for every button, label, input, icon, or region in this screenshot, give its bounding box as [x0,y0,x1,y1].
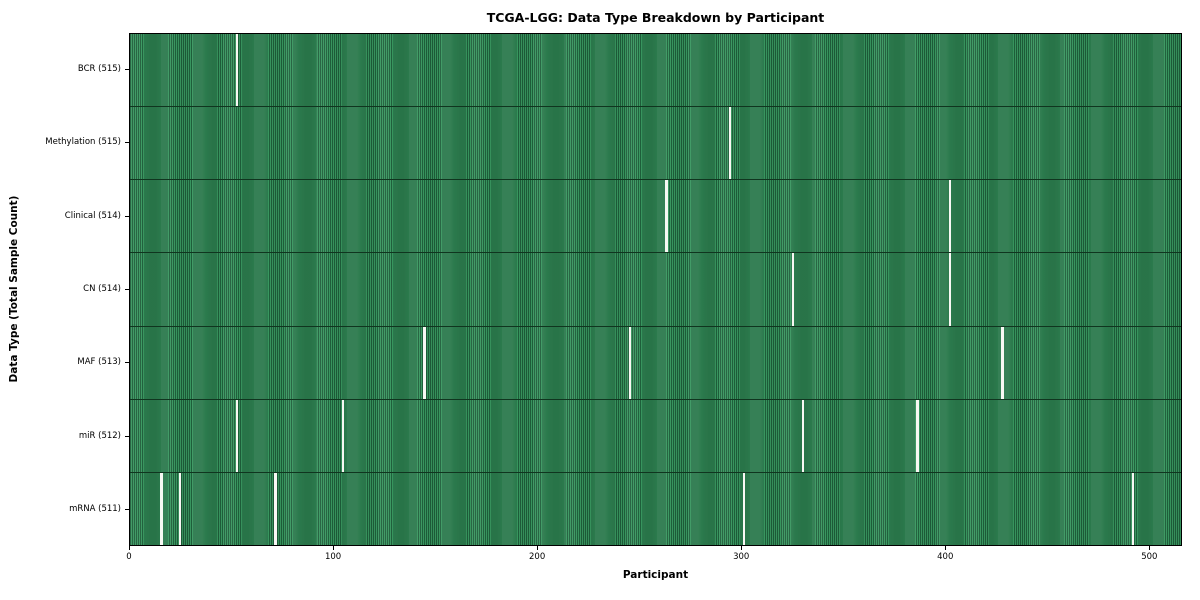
absent-marker [665,180,668,253]
absent-marker [160,472,163,545]
x-tick-label: 500 [1141,552,1158,562]
y-tick-mark [125,215,129,217]
absent-marker [628,326,632,399]
heatmap-row-mir [130,399,1181,473]
heatmap-row-maf [130,326,1181,400]
heatmap-rows-container [130,34,1181,545]
x-tick-mark [128,546,130,550]
absent-marker [728,107,732,180]
x-axis-label: Participant [622,569,689,581]
y-tick-mark [125,508,129,510]
heatmap-row-cn [130,253,1181,327]
absent-marker [1001,326,1005,399]
absent-marker [274,472,277,545]
absent-marker [341,399,345,472]
y-tick-label-mir: miR (512) [78,430,121,441]
y-tick-label-mrna: mRNA (511) [69,503,121,514]
heatmap-row-bcr [130,34,1181,108]
absent-marker [235,399,239,472]
heatmap-row-methylation [130,107,1181,181]
x-tick-mark [332,546,334,550]
x-tick-mark [944,546,946,550]
absent-marker [791,253,795,326]
chart-title: TCGA-LGG: Data Type Breakdown by Partici… [486,10,825,25]
heatmap-row-mrna [130,472,1181,545]
x-tick-mark [740,546,742,550]
y-tick-mark [125,435,129,437]
absent-marker [801,399,805,472]
x-tick-mark [1148,546,1150,550]
absent-marker [178,472,182,545]
y-tick-mark [125,362,129,364]
y-tick-label-clinical: Clinical (514) [64,210,121,221]
absent-marker [235,34,239,107]
y-tick-label-cn: CN (514) [83,284,121,294]
absent-marker [1131,472,1135,545]
absent-marker [915,399,919,472]
y-tick-label-maf: MAF (513) [77,357,121,368]
absent-marker [423,326,426,399]
y-tick-mark [125,142,129,144]
absent-marker [948,253,952,326]
y-tick-label-bcr: BCR (515) [77,64,121,75]
x-tick-label: 200 [529,552,546,562]
y-tick-mark [125,69,129,71]
x-tick-label: 400 [937,552,954,562]
heatmap-row-clinical [130,180,1181,254]
x-tick-label: 100 [324,552,342,562]
x-tick-mark [536,546,538,550]
absent-marker [742,472,746,545]
x-tick-label: 300 [733,552,750,562]
x-tick-label: 0 [126,552,132,562]
y-tick-label-methylation: Methylation (515) [45,137,121,148]
y-tick-mark [125,289,129,290]
absent-marker [948,180,952,253]
plot-area: PresentAbsent [129,33,1182,546]
